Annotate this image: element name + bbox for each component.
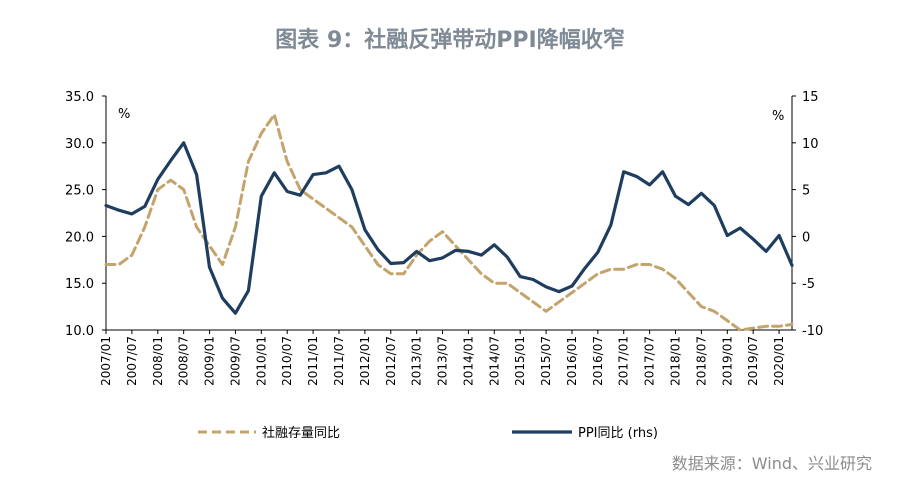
x-tick-label: 2009/01 xyxy=(203,336,217,386)
x-tick-label: 2019/01 xyxy=(720,336,734,386)
x-tick-label: 2018/07 xyxy=(694,336,708,386)
x-tick-label: 2008/01 xyxy=(151,336,165,386)
x-tick-label: 2007/07 xyxy=(125,336,139,386)
x-tick-label: 2012/01 xyxy=(358,336,372,386)
x-tick-label: 2014/01 xyxy=(461,336,475,386)
x-tick-label: 2008/07 xyxy=(177,336,191,386)
left-tick-label: 30.0 xyxy=(65,137,94,152)
left-tick-label: 35.0 xyxy=(65,90,94,105)
right-tick-label: -5 xyxy=(802,277,815,292)
x-tick-label: 2007/01 xyxy=(99,336,113,386)
x-tick-label: 2013/07 xyxy=(436,336,450,386)
source-note: 数据来源：Wind、兴业研究 xyxy=(671,454,872,473)
legend-label-ppi: PPI同比 (rhs) xyxy=(578,426,658,441)
x-tick-label: 2010/01 xyxy=(254,336,268,386)
legend: 社融存量同比 PPI同比 (rhs) xyxy=(198,425,658,441)
x-tick-label: 2017/01 xyxy=(617,336,631,386)
x-tick-label: 2017/07 xyxy=(643,336,657,386)
left-tick-label: 25.0 xyxy=(65,184,94,199)
series-line-ppi xyxy=(104,141,794,315)
x-tick-label: 2015/07 xyxy=(539,336,553,386)
axes: 35.0 30.0 25.0 20.0 15.0 10.0 15 10 5 0 -5 -10% % 200… xyxy=(65,90,823,386)
left-unit-label: % xyxy=(118,107,130,122)
x-tick-label: 2011/07 xyxy=(332,336,346,386)
right-tick-label: 5 xyxy=(802,184,810,199)
x-tick-label: 2013/01 xyxy=(410,336,424,386)
left-tick-label: 15.0 xyxy=(65,277,94,292)
left-tick-label: 20.0 xyxy=(65,230,94,245)
right-tick-label: 10 xyxy=(802,137,819,152)
series-layer xyxy=(104,113,794,332)
x-tick-label: 2020/01 xyxy=(772,336,786,386)
x-tick-label: 2018/01 xyxy=(669,336,683,386)
x-tick-label: 2015/01 xyxy=(513,336,527,386)
x-tick-label: 2016/07 xyxy=(591,336,605,386)
x-tick-label: 2010/07 xyxy=(280,336,294,386)
right-tick-label: 15 xyxy=(802,90,819,105)
x-tick-label: 2009/07 xyxy=(228,336,242,386)
left-tick-label: 10.0 xyxy=(65,324,94,339)
x-tick-label: 2016/01 xyxy=(565,336,579,386)
x-tick-label: 2019/07 xyxy=(746,336,760,386)
series-line-social-financing xyxy=(104,113,794,332)
right-unit-label: % xyxy=(772,109,784,124)
right-tick-label: -10 xyxy=(802,324,823,339)
chart-title: 图表 9：社融反弹带动PPI降幅收窄 xyxy=(275,28,625,53)
x-tick-label: 2014/07 xyxy=(487,336,501,386)
legend-label-social-financing: 社融存量同比 xyxy=(262,425,340,441)
x-tick-label: 2011/01 xyxy=(306,336,320,386)
x-tick-label: 2012/07 xyxy=(384,336,398,386)
right-tick-label: 0 xyxy=(802,230,810,245)
